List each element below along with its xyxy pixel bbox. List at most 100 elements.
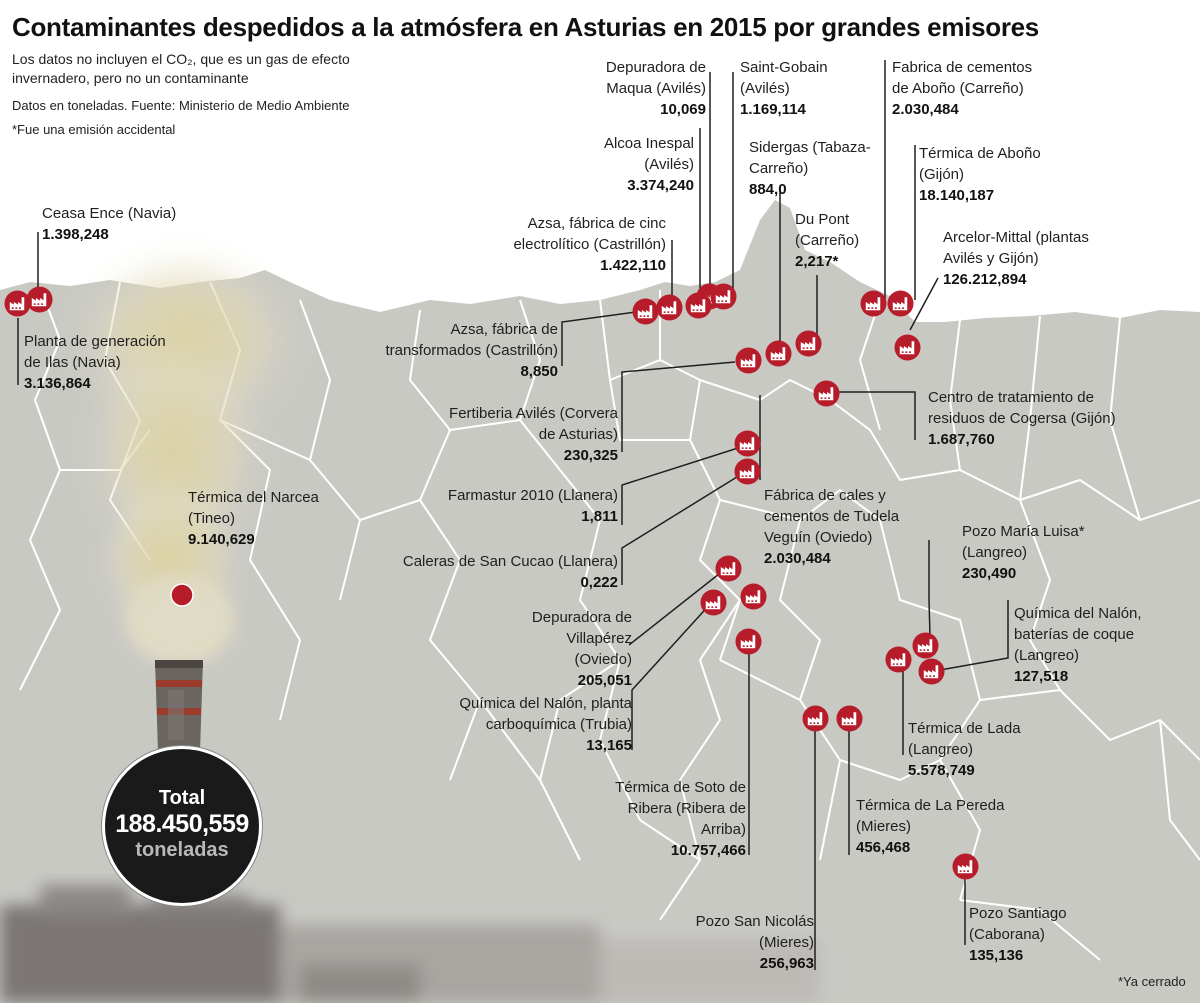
marker-azsa-cinc-icon	[656, 294, 683, 321]
label-name: Pozo María Luisa* (Langreo)	[962, 523, 1085, 561]
accident-note: *Fue una emisión accidental	[12, 122, 176, 137]
label-value: 13,165	[586, 737, 632, 754]
label-value: 1,811	[581, 508, 618, 525]
marker-ilas-icon	[4, 290, 31, 317]
marker-azsa-transf-icon	[632, 298, 659, 325]
leader-lines	[17, 60, 1009, 970]
label-fertiberia: Fertiberia Avilés (Corvera de Asturias) …	[448, 403, 618, 466]
label-name: Alcoa Inespal (Avilés)	[603, 135, 694, 173]
marker-pereda-icon	[836, 705, 863, 732]
marker-soto-icon	[735, 628, 762, 655]
marker-sannicolas-icon	[802, 705, 829, 732]
label-value: 456,468	[856, 839, 911, 856]
label-name: Térmica de Soto de Ribera (Ribera de Arr…	[615, 779, 746, 838]
label-value: 256,963	[759, 955, 814, 972]
label-value: 126.212,894	[943, 271, 1027, 288]
label-value: 1.169,114	[740, 101, 806, 118]
label-value: 3.374,240	[627, 177, 694, 194]
label-name: Pozo San Nicolás (Mieres)	[695, 913, 814, 951]
label-santiago: Pozo Santiago (Caborana) 135,136	[969, 903, 1079, 966]
label-tudela: Fábrica de cales y cementos de Tudela Ve…	[764, 485, 924, 569]
label-mariluisa: Pozo María Luisa* (Langreo) 230,490	[962, 521, 1102, 584]
label-value: 230,325	[563, 447, 618, 464]
label-value: 9.140,629	[188, 531, 255, 548]
smoke-plume	[75, 250, 295, 665]
label-farmastur: Farmastur 2010 (Llanera) 1,811	[398, 485, 618, 527]
label-name: Azsa, fábrica de transformados (Castrill…	[385, 321, 558, 359]
label-abono-cement: Fabrica de cementos de Aboño (Carreño) 2…	[892, 57, 1052, 120]
label-name: Azsa, fábrica de cinc electrolítico (Cas…	[513, 215, 666, 253]
label-value: 5.578,749	[908, 762, 975, 779]
label-sidergas: Sidergas (Tabaza-Carreño) 884,0	[749, 137, 889, 200]
label-alcoa: Alcoa Inespal (Avilés) 3.374,240	[584, 133, 694, 196]
label-maqua: Depuradora de Maqua (Avilés) 10,069	[580, 57, 706, 120]
label-value: 230,490	[962, 565, 1017, 582]
marker-mariluisa-icon	[912, 632, 939, 659]
total-badge: Total 188.450,559 toneladas	[102, 746, 262, 906]
label-name: Pozo Santiago (Caborana)	[969, 905, 1067, 943]
marker-villaperez-icon	[715, 555, 742, 582]
marker-farmastur-icon	[734, 430, 761, 457]
subtitle: Los datos no incluyen el CO₂, que es un …	[12, 51, 350, 86]
label-dupont: Du Pont (Carreño) 2,217*	[795, 209, 875, 272]
marker-ceasa-icon	[26, 286, 53, 313]
label-cogersa: Centro de tratamiento de residuos de Cog…	[928, 387, 1128, 450]
marker-fertiberia-icon	[735, 347, 762, 374]
source-note: Datos en toneladas. Fuente: Ministerio d…	[12, 98, 350, 113]
label-value: 18.140,187	[919, 187, 995, 204]
label-name: Fábrica de cales y cementos de Tudela Ve…	[764, 487, 900, 546]
total-label: Total	[158, 787, 206, 809]
label-pereda: Térmica de La Pereda (Mieres) 456,468	[856, 795, 1026, 858]
label-name: Térmica del Narcea (Tineo)	[188, 489, 319, 527]
label-value: 135,136	[969, 947, 1024, 964]
label-sancucao: Caleras de San Cucao (Llanera) 0,222	[368, 551, 618, 593]
label-name: Fertiberia Avilés (Corvera de Asturias)	[449, 405, 618, 443]
label-name: Química del Nalón, planta carboquímica (…	[459, 695, 632, 733]
label-value: 2,217*	[795, 253, 839, 270]
marker-abono-cement-icon	[860, 290, 887, 317]
label-value: 3.136,864	[24, 375, 91, 392]
label-name: Farmastur 2010 (Llanera)	[447, 487, 618, 504]
label-ceasa: Ceasa Ence (Navia) 1.398,248	[42, 203, 192, 245]
label-value: 1.687,760	[928, 431, 995, 448]
closed-note: *Ya cerrado	[1118, 974, 1186, 989]
label-sannicolas: Pozo San Nicolás (Mieres) 256,963	[690, 911, 814, 974]
label-value: 2.030,484	[892, 101, 959, 118]
label-lada: Térmica de Lada (Langreo) 5.578,749	[908, 718, 1038, 781]
label-value: 8,850	[520, 363, 558, 380]
label-name: Térmica de La Pereda (Mieres)	[856, 797, 1005, 835]
label-value: 2.030,484	[764, 550, 831, 567]
marker-abono-term-icon	[887, 290, 914, 317]
label-name: Térmica de Lada (Langreo)	[908, 720, 1021, 758]
label-name: Térmica de Aboño (Gijón)	[919, 145, 1041, 183]
marker-cogersa-icon	[813, 380, 840, 407]
marker-arcelor-icon	[894, 334, 921, 361]
label-value: 205,051	[577, 672, 632, 689]
marker-tudela-icon	[734, 458, 761, 485]
label-name: Planta de generación de Ilas (Navia)	[24, 333, 166, 371]
label-name: Arcelor-Mittal (plantas Avilés y Gijón)	[943, 229, 1089, 267]
label-value: 1.422,110	[600, 257, 666, 274]
label-value: 1.398,248	[42, 226, 109, 243]
chimney-illustration	[155, 660, 203, 752]
marker-saintgobain-icon	[710, 283, 737, 310]
label-azsa-cinc: Azsa, fábrica de cinc electrolítico (Cas…	[476, 213, 666, 276]
label-value: 127,518	[1014, 668, 1069, 685]
total-value: 188.450,559	[115, 810, 249, 838]
label-value: 10.757,466	[670, 842, 746, 859]
label-name: Centro de tratamiento de residuos de Cog…	[928, 389, 1116, 427]
label-nalon-coque: Química del Nalón, baterías de coque (La…	[1014, 603, 1174, 687]
label-abono-term: Térmica de Aboño (Gijón) 18.140,187	[919, 143, 1059, 206]
industrial-plant-illustration	[0, 885, 820, 1003]
marker-alcoa-icon	[685, 292, 712, 319]
label-name: Depuradora de Villapérez (Oviedo)	[531, 609, 632, 668]
label-name: Fabrica de cementos de Aboño (Carreño)	[892, 59, 1033, 97]
marker-trubia-icon	[700, 589, 727, 616]
label-value: 10,069	[660, 101, 706, 118]
label-saintgobain: Saint-Gobain (Avilés) 1.169,114	[740, 57, 850, 120]
label-name: Química del Nalón, baterías de coque (La…	[1014, 605, 1142, 664]
label-name: Du Pont (Carreño)	[795, 211, 860, 249]
label-name: Caleras de San Cucao (Llanera)	[402, 553, 618, 570]
